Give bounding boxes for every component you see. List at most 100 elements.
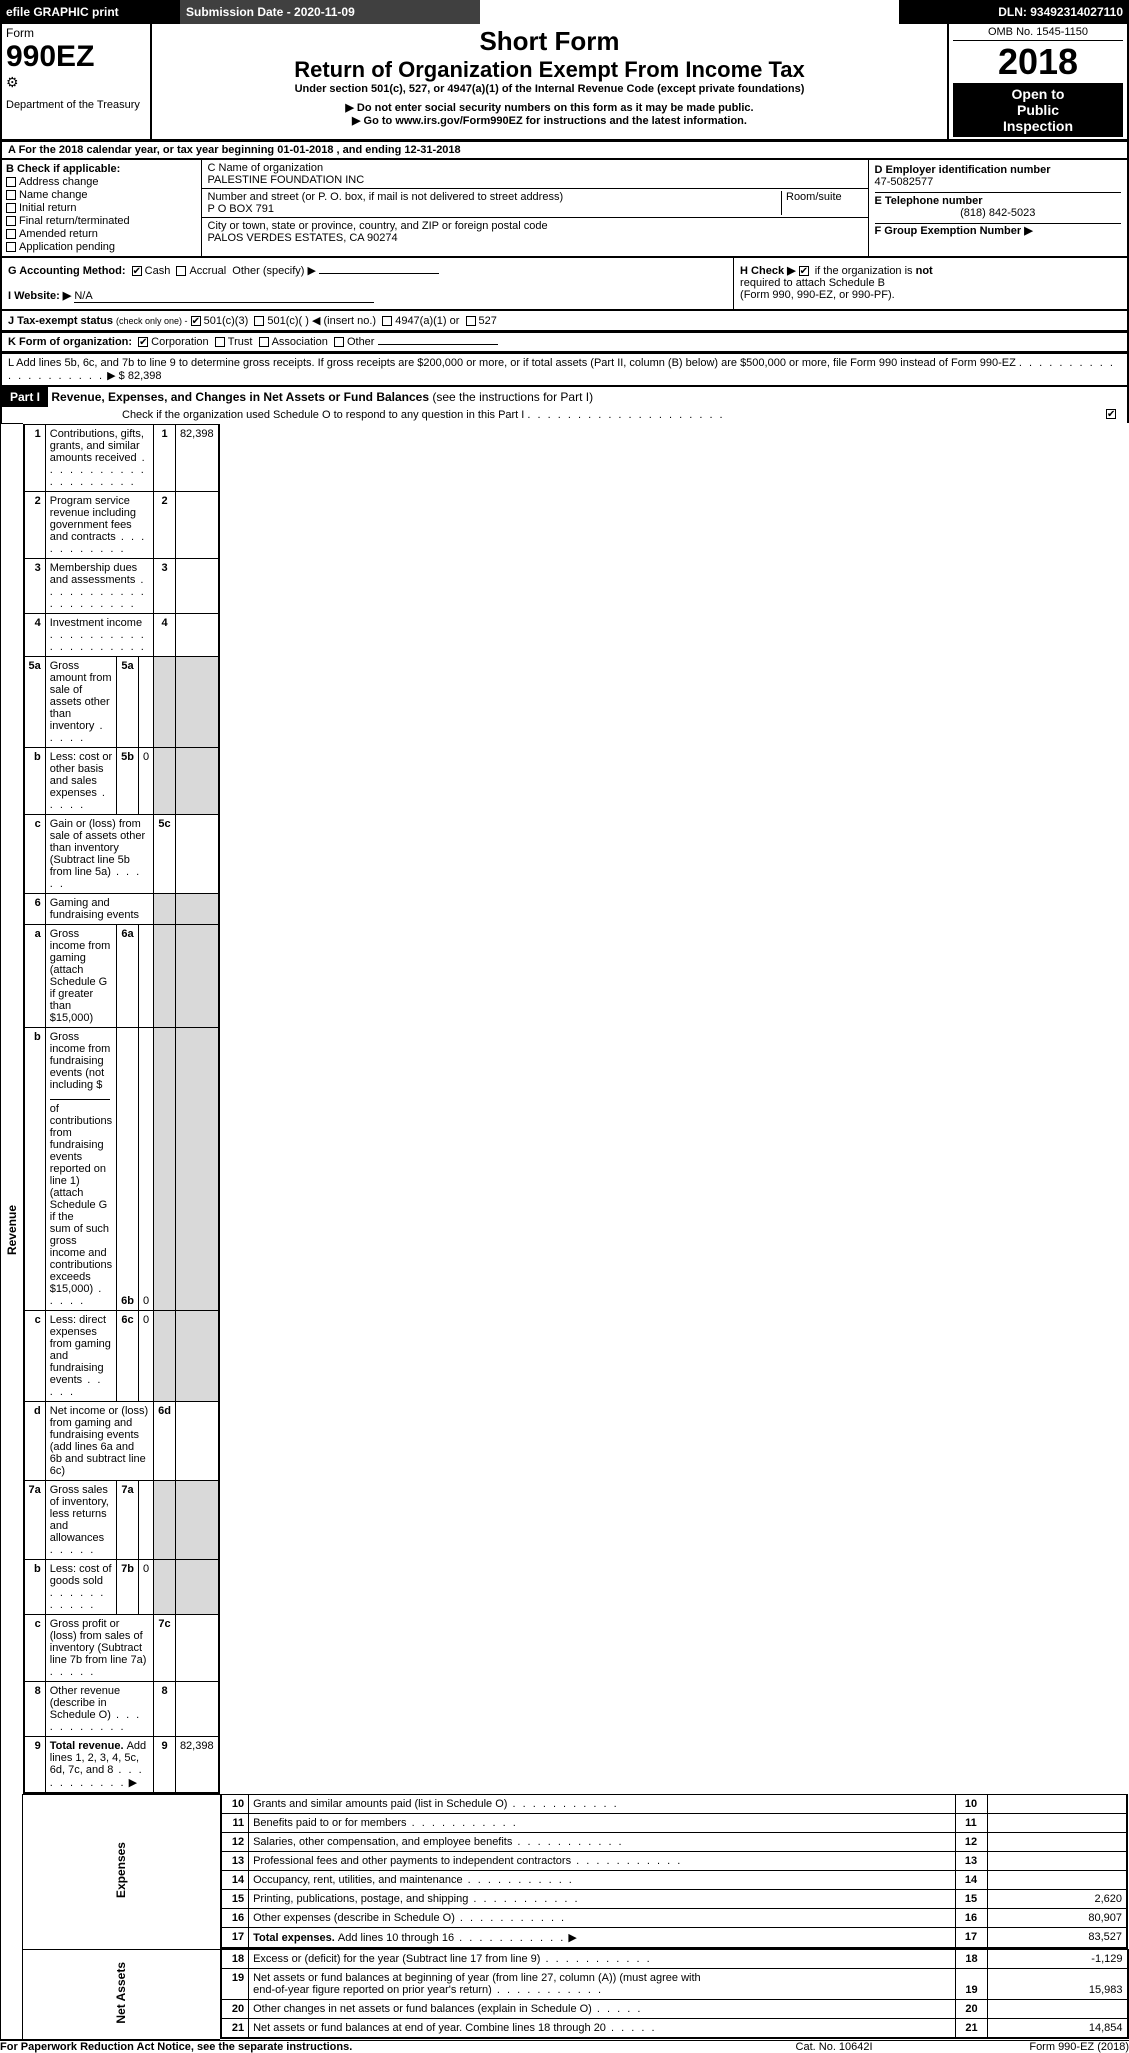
- row-6d-desc: Net income or (loss) from gaming and fun…: [50, 1405, 148, 1477]
- j-4947: 4947(a)(1) or: [395, 315, 459, 327]
- form-label: Form: [6, 26, 146, 40]
- row-6a-num: a: [24, 924, 46, 1027]
- k-label: K Form of organization:: [8, 336, 132, 348]
- row-20-ln: 20: [956, 2000, 988, 2019]
- row-7b-desc: Less: cost of goods sold: [50, 1563, 112, 1611]
- warning-text: ▶ Do not enter social security numbers o…: [160, 101, 939, 114]
- checkbox-amended-return[interactable]: [6, 229, 16, 239]
- f-label: F Group Exemption Number ▶: [875, 225, 1033, 237]
- row-9-num: 9: [24, 1736, 46, 1793]
- checkbox-cash[interactable]: [132, 266, 142, 276]
- c-label: C Name of organization: [208, 162, 324, 174]
- row-7a-num: 7a: [24, 1480, 46, 1559]
- row-5a-num: 5a: [24, 656, 46, 747]
- row-7a-sub: 7a: [117, 1480, 139, 1559]
- row-5a-subv: [138, 656, 153, 747]
- row-5c-desc: Gain or (loss) from sale of assets other…: [50, 818, 145, 890]
- row-6b-desc1: Gross income from fundraising events (no…: [50, 1031, 111, 1091]
- open-public: Public: [1017, 102, 1059, 118]
- row-6c-sub: 6c: [117, 1310, 139, 1401]
- row-5a-sub: 5a: [117, 656, 139, 747]
- title-under: Under section 501(c), 527, or 4947(a)(1)…: [160, 83, 939, 95]
- row-17-val: 83,527: [987, 1928, 1127, 1949]
- row-17-ln: 17: [955, 1928, 987, 1949]
- part1-note: (see the instructions for Part I): [432, 390, 593, 404]
- row-13-ln: 13: [955, 1852, 987, 1871]
- row-6b-blank[interactable]: [50, 1099, 110, 1100]
- checkbox-501c3[interactable]: [191, 316, 201, 326]
- row-5c-ln: 5c: [154, 814, 176, 893]
- street-label: Number and street (or P. O. box, if mail…: [208, 191, 564, 203]
- row-4-val: [175, 613, 218, 656]
- footer-right: Form 990-EZ (2018): [1029, 2041, 1129, 2053]
- row-10-desc: Grants and similar amounts paid (list in…: [253, 1798, 619, 1810]
- org-name: PALESTINE FOUNDATION INC: [208, 174, 365, 186]
- department-label: Department of the Treasury: [6, 99, 146, 111]
- street-value: P O BOX 791: [208, 203, 274, 215]
- final-return-label: Final return/terminated: [19, 215, 130, 227]
- period-begin: 01-01-2018: [277, 144, 333, 156]
- h-text1: if the organization is: [815, 265, 916, 277]
- row-15-num: 15: [221, 1890, 249, 1909]
- row-6d-num: d: [24, 1401, 46, 1480]
- row-6a-sub: 6a: [117, 924, 139, 1027]
- checkbox-name-change[interactable]: [6, 190, 16, 200]
- row-19-val: 15,983: [988, 1969, 1128, 2000]
- checkbox-527[interactable]: [466, 316, 476, 326]
- row-13-desc: Professional fees and other payments to …: [253, 1855, 682, 1867]
- row-18-num: 18: [221, 1950, 249, 1969]
- checkbox-address-change[interactable]: [6, 177, 16, 187]
- row-5b-subv: 0: [138, 747, 153, 814]
- k-other-input[interactable]: [378, 344, 498, 345]
- row-7c-desc: Gross profit or (loss) from sales of inv…: [50, 1618, 147, 1678]
- row-11-desc: Benefits paid to or for members: [253, 1817, 518, 1829]
- row-1-ln: 1: [154, 424, 176, 491]
- checkbox-accrual[interactable]: [176, 266, 186, 276]
- row-8-desc: Other revenue (describe in Schedule O): [50, 1685, 142, 1733]
- checkbox-initial-return[interactable]: [6, 203, 16, 213]
- row-19-ln: 19: [956, 1969, 988, 2000]
- application-pending-label: Application pending: [19, 241, 115, 253]
- checkbox-501c[interactable]: [254, 316, 264, 326]
- checkbox-association[interactable]: [259, 337, 269, 347]
- row-16-desc: Other expenses (describe in Schedule O): [253, 1912, 566, 1924]
- row-4-desc: Investment income: [50, 617, 146, 653]
- checkbox-trust[interactable]: [215, 337, 225, 347]
- accounting-other-input[interactable]: [319, 273, 439, 274]
- checkbox-4947[interactable]: [382, 316, 392, 326]
- amended-return-label: Amended return: [19, 228, 98, 240]
- row-7b-sub: 7b: [117, 1559, 139, 1614]
- row-6b-desc2: fundraising events reported on line 1) (…: [50, 1139, 107, 1223]
- row-6d-ln: 6d: [154, 1401, 176, 1480]
- part1-check-text: Check if the organization used Schedule …: [122, 409, 524, 421]
- i-label: I Website: ▶: [8, 290, 71, 302]
- checkbox-other-org[interactable]: [334, 337, 344, 347]
- row-20-desc: Other changes in net assets or fund bala…: [253, 2003, 642, 2015]
- address-change-label: Address change: [19, 176, 99, 188]
- checkbox-application-pending[interactable]: [6, 242, 16, 252]
- checkbox-schedule-o[interactable]: [1106, 409, 1116, 419]
- row-6b-desc3: sum of such gross income and contributio…: [50, 1223, 112, 1307]
- row-21-val: 14,854: [988, 2019, 1128, 2039]
- g-label: G Accounting Method:: [8, 265, 126, 277]
- j-501c3: 501(c)(3): [204, 315, 249, 327]
- form-number: 990EZ: [6, 40, 146, 74]
- row-11-val: [987, 1814, 1127, 1833]
- h-not: not: [916, 265, 933, 277]
- goto-link[interactable]: ▶ Go to www.irs.gov/Form990EZ for instru…: [160, 114, 939, 127]
- title-short-form: Short Form: [160, 26, 939, 57]
- checkbox-h[interactable]: [799, 266, 809, 276]
- row-7c-ln: 7c: [154, 1614, 176, 1681]
- j-note: (check only one) -: [116, 316, 188, 326]
- row-20-val: [988, 2000, 1128, 2019]
- ein-value: 47-5082577: [875, 176, 934, 188]
- row-19-num: 19: [221, 1969, 249, 2000]
- checkbox-corporation[interactable]: [138, 337, 148, 347]
- row-10-num: 10: [221, 1795, 249, 1814]
- checkbox-final-return[interactable]: [6, 216, 16, 226]
- row-1-num: 1: [24, 424, 46, 491]
- row-6b-subv: 0: [138, 1027, 153, 1310]
- row-5c-num: c: [24, 814, 46, 893]
- row-3-desc: Membership dues and assessments: [50, 562, 146, 610]
- open-inspection: Inspection: [1003, 118, 1073, 134]
